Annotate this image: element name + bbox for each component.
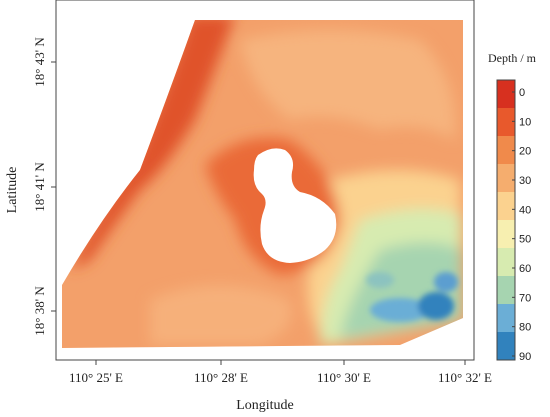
colorbar-swatch xyxy=(497,192,515,221)
colorbar-tick-label: 10 xyxy=(519,116,531,128)
colorbar-swatch xyxy=(497,108,515,137)
colorbar: Depth / m 0 10 20 30 40 50 60 70 80 90 xyxy=(488,51,537,363)
x-tick-label: 110° 30' E xyxy=(317,370,371,385)
depth-zone-30m-south xyxy=(150,285,292,345)
colorbar-swatch xyxy=(497,276,515,305)
y-axis-title: Latitude xyxy=(5,167,20,214)
colorbar-swatch xyxy=(497,136,515,165)
colorbar-labels: 0 10 20 30 40 50 60 70 80 90 xyxy=(512,87,531,363)
colorbar-frame xyxy=(496,79,516,361)
x-axis: 110° 25' E 110° 28' E 110° 30' E 110° 32… xyxy=(69,360,492,413)
colorbar-tick-label: 30 xyxy=(519,175,531,187)
x-tick-label: 110° 28' E xyxy=(194,370,248,385)
colorbar-tick-label: 90 xyxy=(519,351,531,363)
y-tick-label: 18° 41' N xyxy=(32,162,47,212)
colorbar-tick-label: 80 xyxy=(519,322,531,334)
colorbar-tick-label: 60 xyxy=(519,263,531,275)
colorbar-swatch xyxy=(497,80,515,109)
colorbar-tick-label: 70 xyxy=(519,292,531,304)
y-tick-label: 18° 38' N xyxy=(32,286,47,336)
x-tick-label: 110° 25' E xyxy=(69,370,123,385)
y-tick-label: 18° 43' N xyxy=(32,37,47,87)
depth-zone-90m xyxy=(418,292,454,320)
colorbar-tick-label: 20 xyxy=(519,146,531,158)
colorbar-title: Depth / m xyxy=(488,51,537,65)
colorbar-tick-label: 50 xyxy=(519,234,531,246)
depth-zone-70m-east xyxy=(366,272,394,288)
y-axis: 18° 43' N 18° 41' N 18° 38' N Latitude xyxy=(5,37,56,336)
colorbar-tick-label: 40 xyxy=(519,204,531,216)
x-axis-title: Longitude xyxy=(236,398,294,413)
colorbar-swatch xyxy=(497,164,515,193)
depth-zone-80m xyxy=(370,298,430,322)
colorbar-swatch xyxy=(497,304,515,333)
colorbar-swatch xyxy=(497,220,515,249)
colorbar-swatch xyxy=(497,332,515,361)
x-tick-label: 110° 32' E xyxy=(438,370,492,385)
depth-zone-80m-north xyxy=(434,272,458,292)
colorbar-swatches xyxy=(496,79,516,361)
depth-zone-30m xyxy=(240,30,456,140)
colorbar-swatch xyxy=(497,248,515,277)
colorbar-tick-label: 0 xyxy=(519,87,525,99)
island xyxy=(253,148,337,263)
